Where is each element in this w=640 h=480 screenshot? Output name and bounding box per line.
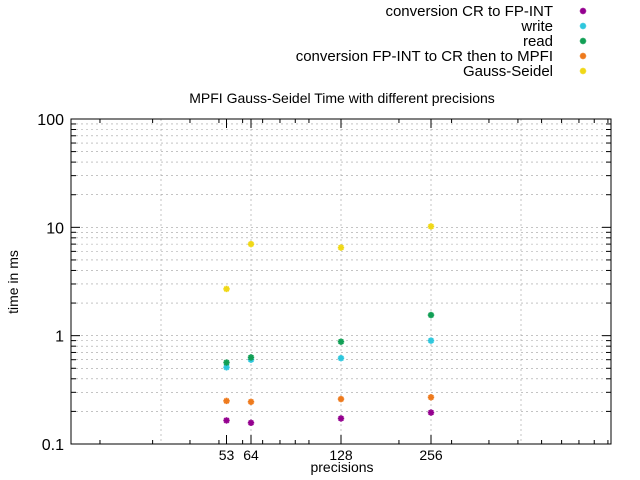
data-point xyxy=(427,394,435,401)
data-point xyxy=(223,364,230,371)
point-core xyxy=(429,395,433,400)
data-point xyxy=(337,415,345,422)
data-point xyxy=(223,397,230,405)
legend-item: read xyxy=(523,33,587,50)
point-core xyxy=(224,360,229,365)
data-point xyxy=(337,354,345,362)
point-core xyxy=(429,313,433,318)
point-core xyxy=(429,338,433,343)
y-axis: 0.1 1 10 100 xyxy=(37,112,611,454)
legend-marker xyxy=(579,67,587,75)
chart-title: MPFI Gauss-Seidel Time with different pr… xyxy=(189,90,495,106)
legend-item: write xyxy=(520,18,587,35)
data-point xyxy=(427,223,435,230)
point-core xyxy=(224,398,229,403)
y-axis-label: time in ms xyxy=(5,250,21,314)
data-point xyxy=(427,337,435,344)
legend: conversion CR to FP-INTwritereadconversi… xyxy=(296,3,587,80)
x-tick-label: 53 xyxy=(219,447,235,463)
legend-label: read xyxy=(523,33,553,50)
legend-marker xyxy=(579,7,587,15)
y-tick-label: 0.1 xyxy=(42,437,64,454)
y-tick-label: 100 xyxy=(37,112,64,129)
y-tick-label: 1 xyxy=(55,329,64,346)
x-tick-label: 256 xyxy=(419,447,443,463)
point-core xyxy=(249,355,253,360)
x-axis: 53 64 128 256 xyxy=(99,119,609,463)
data-point xyxy=(223,285,230,293)
point-core xyxy=(224,286,229,291)
point-core xyxy=(429,410,433,415)
point-core xyxy=(339,339,343,344)
legend-item: conversion CR to FP-INT xyxy=(385,3,587,20)
point-core xyxy=(249,242,253,247)
data-point xyxy=(337,338,345,345)
point-core xyxy=(581,39,585,43)
point-core xyxy=(581,24,585,28)
legend-marker xyxy=(579,22,587,30)
data-point xyxy=(247,354,255,361)
data-points xyxy=(223,223,435,426)
point-core xyxy=(224,418,229,423)
legend-item: conversion FP-INT to CR then to MPFI xyxy=(296,48,587,65)
legend-item: Gauss-Seidel xyxy=(463,63,587,80)
point-core xyxy=(339,416,343,421)
grid xyxy=(71,119,611,444)
legend-label: conversion FP-INT to CR then to MPFI xyxy=(296,48,553,65)
point-core xyxy=(581,9,585,13)
point-core xyxy=(339,356,343,361)
x-tick-label: 64 xyxy=(243,447,259,463)
data-point xyxy=(427,409,435,416)
legend-marker xyxy=(579,52,587,60)
data-point xyxy=(337,395,345,403)
legend-label: conversion CR to FP-INT xyxy=(385,3,553,20)
data-point xyxy=(247,419,255,426)
x-axis-label: precisions xyxy=(310,459,373,475)
x-tick-label: 128 xyxy=(329,447,353,463)
point-core xyxy=(339,245,343,250)
data-point xyxy=(247,398,255,406)
point-core xyxy=(581,54,585,58)
legend-label: write xyxy=(520,18,553,35)
point-core xyxy=(249,420,253,425)
data-point xyxy=(223,417,230,424)
point-core xyxy=(581,69,585,73)
data-point xyxy=(223,359,230,366)
point-core xyxy=(249,399,253,404)
legend-label: Gauss-Seidel xyxy=(463,63,553,80)
point-core xyxy=(224,365,229,370)
data-point xyxy=(247,240,255,248)
legend-marker xyxy=(579,37,587,45)
data-point xyxy=(337,244,345,251)
data-point xyxy=(427,311,435,319)
point-core xyxy=(429,224,433,229)
y-tick-label: 10 xyxy=(46,220,64,237)
point-core xyxy=(339,397,343,402)
